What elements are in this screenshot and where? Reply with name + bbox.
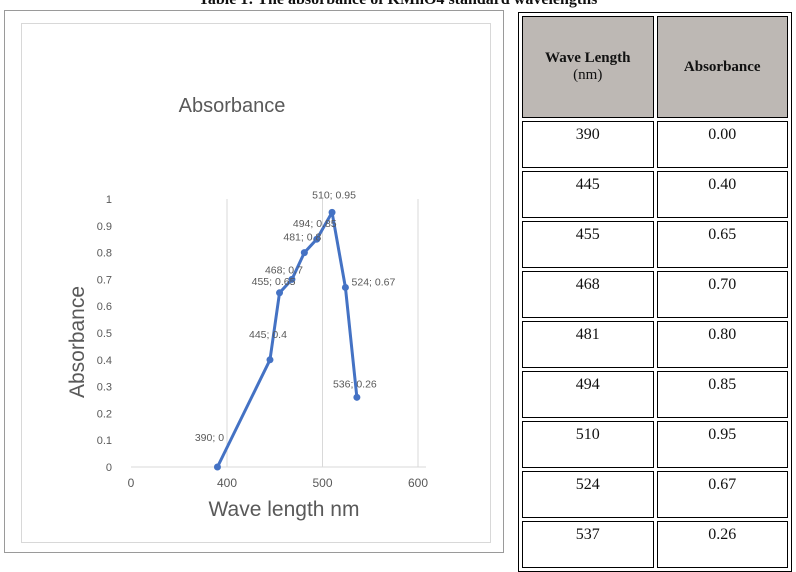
y-tick-label: 1 xyxy=(106,194,112,206)
header-wavelength-unit: (nm) xyxy=(573,67,603,83)
data-point xyxy=(266,356,274,364)
absorbance-cell: 0.70 xyxy=(656,271,788,318)
table-row: 445 0.40 xyxy=(522,171,788,218)
table-row: 537 0.26 xyxy=(522,521,788,568)
absorbance-cell: 0.65 xyxy=(656,221,788,268)
data-label: 481; 0.8 xyxy=(283,232,321,244)
data-label: 536; 0.26 xyxy=(333,378,377,390)
data-label: 524; 0.67 xyxy=(352,276,396,288)
data-point xyxy=(313,235,321,243)
absorbance-table: Wave Length (nm) Absorbance 390 0.00 445 0.… xyxy=(518,12,792,572)
table-row: 481 0.80 xyxy=(522,321,788,368)
chart-frame: Absorbance Absorbance Wave length nm 0 0.… xyxy=(4,10,504,553)
chart-area: Absorbance Absorbance Wave length nm 0 0.… xyxy=(21,23,491,543)
y-tick-label: 0.7 xyxy=(97,274,112,286)
table-row: 524 0.67 xyxy=(522,471,788,518)
absorbance-line-chart: Absorbance Absorbance Wave length nm 0 0.… xyxy=(66,95,428,521)
absorbance-cell: 0.00 xyxy=(656,121,788,168)
data-label: 510; 0.95 xyxy=(312,189,356,201)
absorbance-cell: 0.40 xyxy=(656,171,788,218)
x-tick-label: 400 xyxy=(217,476,237,490)
table-row: 390 0.00 xyxy=(522,121,788,168)
x-tick-label: 600 xyxy=(408,476,428,490)
y-tick-label: 0.5 xyxy=(97,328,112,340)
header-wavelength: Wave Length (nm) xyxy=(522,16,654,118)
wavelength-cell: 468 xyxy=(522,271,654,318)
wavelength-cell: 537 xyxy=(522,521,654,568)
wavelength-cell: 455 xyxy=(522,221,654,268)
absorbance-cell: 0.26 xyxy=(656,521,788,568)
y-tick-label: 0.3 xyxy=(97,382,112,394)
data-point xyxy=(353,393,361,401)
x-axis-title: Wave length nm xyxy=(209,498,360,521)
y-tick-label: 0 xyxy=(106,462,112,474)
data-label: 390; 0 xyxy=(195,432,224,444)
y-tick-label: 0.1 xyxy=(97,435,112,447)
y-tick-label: 0.4 xyxy=(97,355,112,367)
table-row: 510 0.95 xyxy=(522,421,788,468)
wavelength-cell: 510 xyxy=(522,421,654,468)
wavelength-cell: 481 xyxy=(522,321,654,368)
data-point xyxy=(328,208,336,216)
data-label: 468; 0.7 xyxy=(265,264,303,276)
chart-title: Absorbance xyxy=(179,95,286,117)
series-line xyxy=(216,210,359,468)
wavelength-cell: 494 xyxy=(522,371,654,418)
header-absorbance: Absorbance xyxy=(656,16,788,118)
table-row: 494 0.85 xyxy=(522,371,788,418)
absorbance-cell: 0.95 xyxy=(656,421,788,468)
wavelength-cell: 445 xyxy=(522,171,654,218)
wavelength-cell: 390 xyxy=(522,121,654,168)
header-wavelength-label: Wave Length xyxy=(545,50,631,66)
y-tick-label: 0.2 xyxy=(97,408,112,420)
x-tick-label: 500 xyxy=(312,476,332,490)
data-point xyxy=(300,249,308,257)
data-point xyxy=(213,463,221,471)
data-label: 445; 0.4 xyxy=(249,329,287,341)
data-label: 494; 0.85 xyxy=(293,218,337,230)
y-axis-title: Absorbance xyxy=(66,286,89,398)
absorbance-cell: 0.80 xyxy=(656,321,788,368)
absorbance-cell: 0.67 xyxy=(656,471,788,518)
data-point xyxy=(288,275,296,283)
x-tick-label: 0 xyxy=(128,476,135,490)
data-label: 455; 0.65 xyxy=(252,276,296,288)
data-point xyxy=(341,283,349,291)
table-row: 468 0.70 xyxy=(522,271,788,318)
table-caption: Table 1: The absorbance of KMnO4 standar… xyxy=(0,0,796,9)
data-point xyxy=(276,289,284,297)
table-header-row: Wave Length (nm) Absorbance xyxy=(522,16,788,118)
table-row: 455 0.65 xyxy=(522,221,788,268)
wavelength-cell: 524 xyxy=(522,471,654,518)
absorbance-cell: 0.85 xyxy=(656,371,788,418)
y-tick-label: 0.9 xyxy=(97,221,112,233)
y-tick-label: 0.8 xyxy=(97,248,112,260)
y-tick-label: 0.6 xyxy=(97,301,112,313)
